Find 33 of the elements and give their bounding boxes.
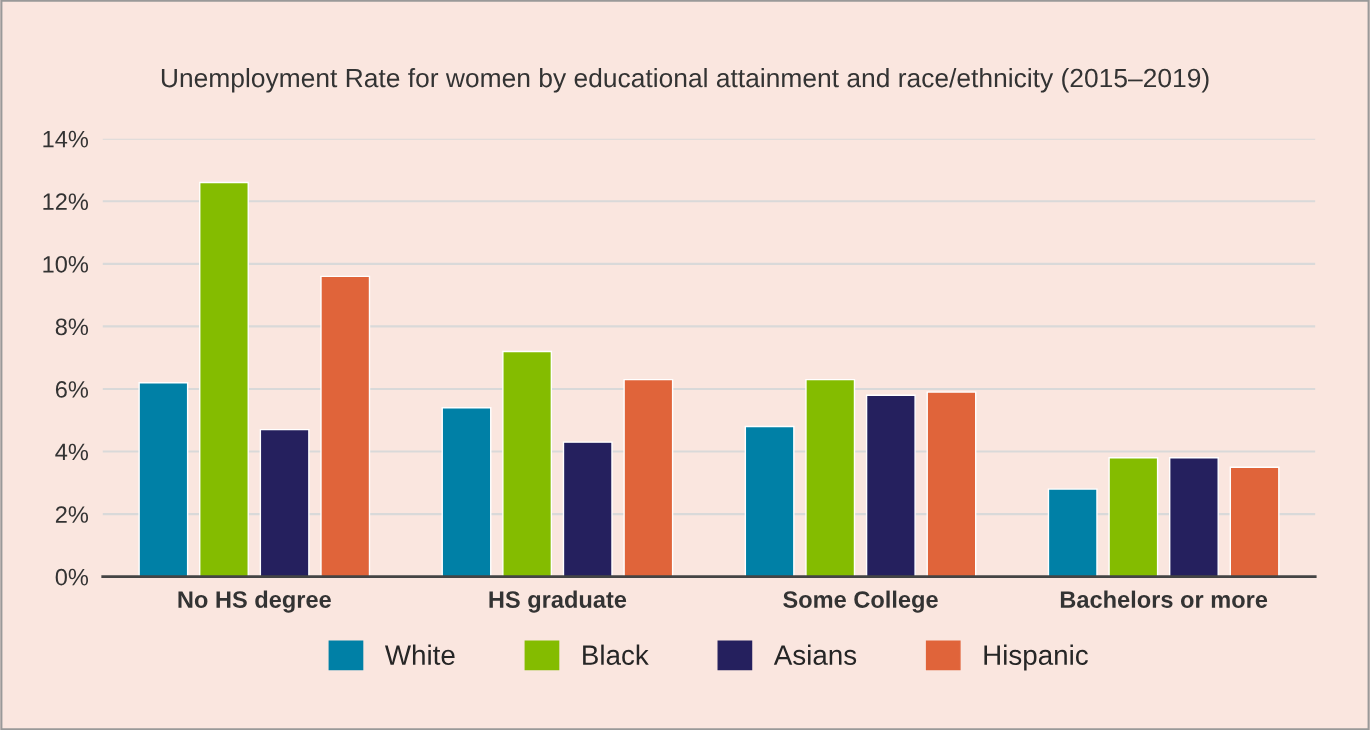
bar — [1169, 457, 1219, 577]
y-tick-label: 2% — [55, 506, 89, 523]
y-tick-label: 12% — [43, 193, 89, 210]
bar — [502, 350, 553, 577]
x-tick-label: Some College — [783, 590, 938, 613]
bar — [259, 428, 310, 577]
bar — [199, 181, 249, 577]
y-tick-label: 4% — [55, 443, 89, 461]
bar — [1108, 457, 1159, 577]
bar — [1047, 488, 1098, 577]
bar — [1229, 466, 1280, 577]
bar — [805, 378, 856, 577]
x-tick-label: No HS degree — [178, 590, 331, 613]
bar — [865, 394, 916, 577]
y-tick-label: 6% — [55, 381, 89, 398]
y-tick-label: 14% — [43, 130, 89, 148]
legend-label: White — [384, 644, 455, 665]
y-tick-label: 8% — [55, 318, 89, 336]
y-tick-label: 0% — [55, 568, 89, 586]
bar — [562, 441, 613, 577]
legend-label: Black — [583, 644, 649, 665]
legend-label: Hispanic — [984, 644, 1088, 671]
x-tick-label: HS graduate — [489, 590, 627, 613]
chart-title: Unemployment Rate for women by educational attainment and race/ethnicity (2015–2019) — [161, 68, 1209, 93]
bar — [744, 425, 795, 577]
bar — [320, 275, 371, 577]
bar — [138, 382, 189, 577]
legend-label: Asians — [773, 644, 857, 665]
bar — [441, 407, 492, 577]
y-tick-label: 10% — [43, 255, 89, 273]
bar — [623, 378, 674, 577]
x-tick-label: Bachelors or more — [1060, 590, 1268, 608]
bar — [926, 391, 977, 577]
